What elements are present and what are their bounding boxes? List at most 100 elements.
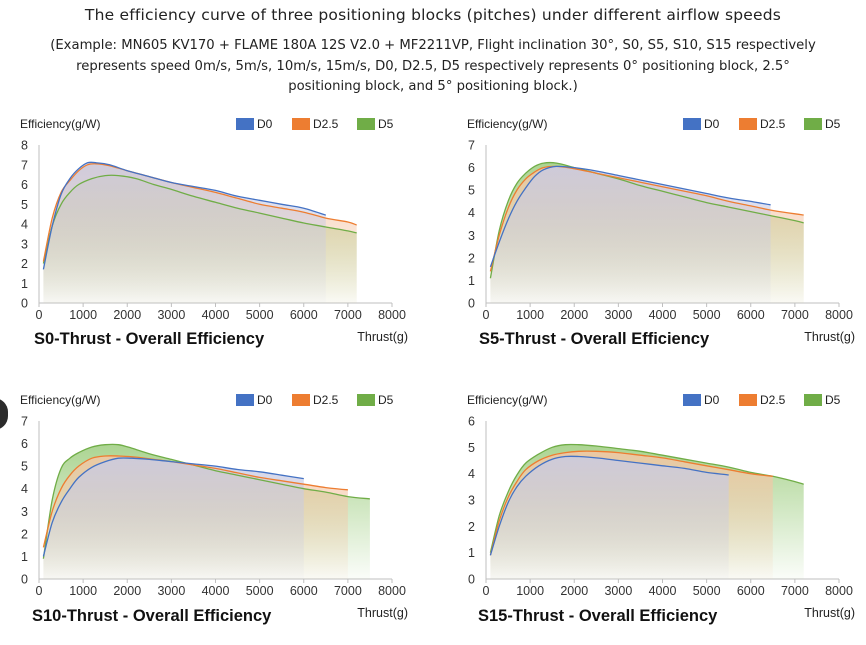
x-tick-label: 2000 <box>560 308 588 322</box>
x-axis-label: Thrust(g) <box>357 606 408 620</box>
legend-swatch-d2-5 <box>739 118 757 130</box>
y-tick-label: 4 <box>468 467 475 481</box>
y-axis-label: Efficiency(g/W) <box>20 117 100 131</box>
series-line-d2-5 <box>489 450 773 556</box>
y-axis-label: Efficiency(g/W) <box>20 393 100 407</box>
x-tick-label: 4000 <box>649 308 677 322</box>
x-tick-label: 3000 <box>604 584 632 598</box>
legend-swatch-d5 <box>357 118 375 130</box>
x-tick-label: 8000 <box>825 584 853 598</box>
series-line-d5 <box>42 174 357 264</box>
x-tick-label: 6000 <box>290 584 318 598</box>
y-tick-label: 6 <box>468 161 475 175</box>
x-tick-label: 1000 <box>69 584 97 598</box>
x-tick-label: 7000 <box>334 584 362 598</box>
x-tick-label: 7000 <box>781 584 809 598</box>
x-tick-label: 6000 <box>737 584 765 598</box>
y-tick-label: 5 <box>468 184 475 198</box>
x-tick-label: 4000 <box>202 584 230 598</box>
legend-swatch-d5 <box>357 394 375 406</box>
legend-swatch-d5 <box>804 118 822 130</box>
x-tick-label: 5000 <box>693 584 721 598</box>
chart-caption: S15-Thrust - Overall Efficiency <box>478 607 718 625</box>
x-tick-label: 3000 <box>157 308 185 322</box>
x-tick-label: 7000 <box>334 308 362 322</box>
x-tick-label: 0 <box>36 584 43 598</box>
legend-label: D2.5 <box>313 117 339 131</box>
x-tick-label: 1000 <box>516 308 544 322</box>
y-tick-label: 4 <box>468 206 475 220</box>
x-tick-label: 2000 <box>560 584 588 598</box>
y-tick-label: 4 <box>21 482 28 496</box>
edge-marker <box>0 398 8 430</box>
y-tick-label: 0 <box>468 297 475 311</box>
figure-subtitle: (Example: MN605 KV170 + FLAME 180A 12S V… <box>50 38 816 94</box>
x-tick-label: 1000 <box>69 308 97 322</box>
y-tick-label: 3 <box>21 237 28 251</box>
y-tick-label: 3 <box>468 494 475 508</box>
x-tick-label: 7000 <box>781 308 809 322</box>
legend-swatch-d5 <box>804 394 822 406</box>
series-line-d0 <box>489 455 729 556</box>
legend-swatch-d0 <box>683 394 701 406</box>
x-tick-label: 3000 <box>604 308 632 322</box>
x-tick-label: 6000 <box>290 308 318 322</box>
legend-swatch-d2-5 <box>292 118 310 130</box>
figure-title: The efficiency curve of three positionin… <box>84 6 782 24</box>
chart-s10-svg: Efficiency(g/W) 0 1 2 3 4 5 6 7 0 1000 2000 3000 4000… <box>20 393 408 620</box>
y-tick-label: 5 <box>468 441 475 455</box>
y-tick-label: 2 <box>21 257 28 271</box>
x-tick-label: 0 <box>483 308 490 322</box>
legend-label: D2.5 <box>760 393 786 407</box>
chart-caption: S0-Thrust - Overall Efficiency <box>34 330 265 348</box>
x-tick-label: 4000 <box>649 584 677 598</box>
x-axis-label: Thrust(g) <box>804 606 855 620</box>
series-line-d0 <box>42 457 304 557</box>
x-tick-label: 5000 <box>246 308 274 322</box>
y-tick-label: 1 <box>21 550 28 564</box>
chart-panel-s10: Efficiency(g/W) 0 1 2 3 4 5 6 7 0 1000 2000 3000 4000… <box>0 380 430 645</box>
legend-label: D0 <box>257 393 273 407</box>
x-tick-label: 1000 <box>516 584 544 598</box>
y-tick-label: 2 <box>468 520 475 534</box>
y-tick-label: 5 <box>21 198 28 212</box>
series-line-d0 <box>489 165 771 268</box>
x-tick-label: 5000 <box>246 584 274 598</box>
x-tick-label: 3000 <box>157 584 185 598</box>
legend-label: D0 <box>257 117 273 131</box>
legend-label: D5 <box>825 393 841 407</box>
y-tick-label: 0 <box>21 573 28 587</box>
legend-swatch-d0 <box>683 118 701 130</box>
chart-caption: S10-Thrust - Overall Efficiency <box>32 607 272 625</box>
x-tick-label: 6000 <box>737 308 765 322</box>
legend-label: D0 <box>704 117 720 131</box>
chart-s15-svg: Efficiency(g/W) 0 1 2 3 4 5 6 0 1000 2000 3000 4000 5… <box>467 393 855 620</box>
y-tick-label: 6 <box>21 178 28 192</box>
x-tick-label: 0 <box>36 308 43 322</box>
series-line-d5 <box>42 443 370 559</box>
y-axis-label: Efficiency(g/W) <box>467 117 547 131</box>
x-tick-label: 8000 <box>825 308 853 322</box>
y-tick-label: 1 <box>468 546 475 560</box>
legend-swatch-d2-5 <box>739 394 757 406</box>
legend-label: D2.5 <box>313 393 339 407</box>
x-tick-label: 5000 <box>693 308 721 322</box>
y-tick-label: 7 <box>21 415 28 429</box>
legend-label: D5 <box>378 117 394 131</box>
y-tick-label: 7 <box>468 139 475 153</box>
chart-panel-s15: Efficiency(g/W) 0 1 2 3 4 5 6 0 1000 2000 3000 4000 5… <box>447 380 866 645</box>
y-tick-label: 0 <box>468 573 475 587</box>
legend-swatch-d2-5 <box>292 394 310 406</box>
series-area-d0 <box>490 166 771 303</box>
series-line-d2-5 <box>489 165 804 272</box>
chart-panel-s0: Efficiency(g/W) 0 1 2 3 4 5 6 7 8 0 1000 2000 3000 400… <box>0 104 430 369</box>
y-tick-label: 2 <box>21 527 28 541</box>
y-tick-label: 6 <box>468 415 475 429</box>
legend-label: D0 <box>704 393 720 407</box>
x-tick-label: 8000 <box>378 584 406 598</box>
series-area-d0 <box>43 162 326 303</box>
chart-s0-svg: Efficiency(g/W) 0 1 2 3 4 5 6 7 8 0 1000 2000 3000 400… <box>20 117 408 344</box>
x-tick-label: 0 <box>483 584 490 598</box>
chart-caption: S5-Thrust - Overall Efficiency <box>479 330 710 348</box>
legend-label: D5 <box>378 393 394 407</box>
